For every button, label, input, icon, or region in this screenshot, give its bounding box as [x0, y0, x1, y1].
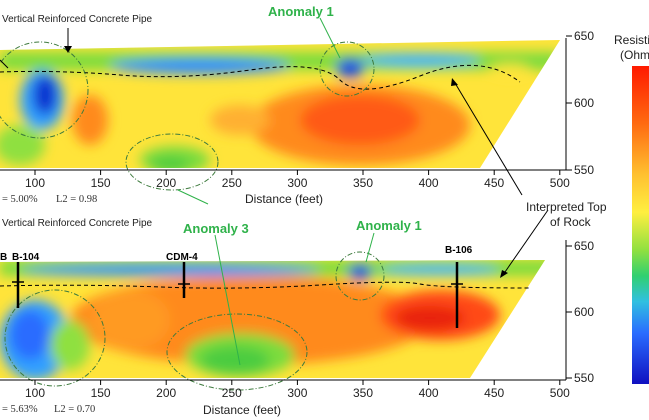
top-x-tick-label: 400: [419, 176, 439, 190]
top-of-rock-label-2: of Rock: [550, 215, 592, 229]
resistivity-colorbar: Resisti (Ohm-: [614, 33, 649, 384]
bottom-l2-label: L2 = 0.70: [54, 404, 95, 415]
boring-b106-label: B-106: [445, 245, 473, 256]
top-x-tick-label: 300: [287, 176, 307, 190]
boring-b-label: B: [0, 252, 7, 263]
bottom-y-axis: 650 600 550: [565, 239, 594, 385]
top-x-tick-label: 100: [25, 176, 45, 190]
bottom-x-tick-label: 500: [550, 386, 570, 400]
top-rms-label: = 5.00%: [2, 194, 38, 205]
bottom-x-tick-label: 350: [353, 386, 373, 400]
bottom-resistivity-section: [0, 251, 545, 391]
top-l2-label: L2 = 0.98: [56, 194, 97, 205]
top-y-tick-label: 550: [574, 163, 594, 177]
anomaly3-label: Anomaly 3: [183, 221, 249, 236]
bottom-x-axis: 100 150 200 250 300 350 400 450 500: [0, 379, 570, 400]
top-resistivity-section: [0, 28, 560, 191]
boring-cdm4-label: CDM-4: [166, 252, 198, 263]
bottom-y-tick-label: 550: [574, 371, 594, 385]
anomaly1-bottom-label: Anomaly 1: [356, 218, 422, 233]
bottom-y-tick-label: 600: [574, 305, 594, 319]
bottom-x-tick-label: 250: [222, 386, 242, 400]
top-x-tick-label: 250: [222, 176, 242, 190]
boring-b104-label: B-104: [12, 252, 40, 263]
top-x-tick-label: 350: [353, 176, 373, 190]
top-x-axis-title: Distance (feet): [245, 192, 323, 206]
anomaly-callouts: [177, 17, 549, 366]
bottom-pipe-label: Vertical Reinforced Concrete Pipe: [2, 218, 153, 229]
bottom-rms-label: = 5.63%: [2, 404, 38, 415]
bottom-x-tick-label: 300: [287, 386, 307, 400]
top-x-tick-label: 500: [550, 176, 570, 190]
bottom-x-tick-label: 450: [484, 386, 504, 400]
top-x-tick-label: 150: [91, 176, 111, 190]
top-pipe-label: Vertical Reinforced Concrete Pipe: [2, 14, 153, 25]
top-of-rock-label-1: Interpreted Top: [526, 200, 607, 214]
top-y-tick-label: 650: [574, 29, 594, 43]
top-y-tick-label: 600: [574, 96, 594, 110]
bottom-x-tick-label: 150: [91, 386, 111, 400]
bottom-x-tick-label: 100: [25, 386, 45, 400]
anomaly1-top-label: Anomaly 1: [268, 4, 334, 19]
top-x-tick-label: 200: [156, 176, 176, 190]
colorbar-title-1: Resisti: [614, 33, 649, 47]
top-y-axis: 650 600 550: [565, 29, 594, 177]
bottom-x-tick-label: 200: [156, 386, 176, 400]
top-x-axis: 100 150 200 250 300 350 400 450 500: [0, 169, 570, 190]
bottom-x-axis-title: Distance (feet): [203, 403, 281, 417]
bottom-y-tick-label: 650: [574, 239, 594, 253]
top-x-tick-label: 450: [484, 176, 504, 190]
colorbar-title-2: (Ohm-: [620, 48, 649, 62]
bottom-x-tick-label: 400: [419, 386, 439, 400]
